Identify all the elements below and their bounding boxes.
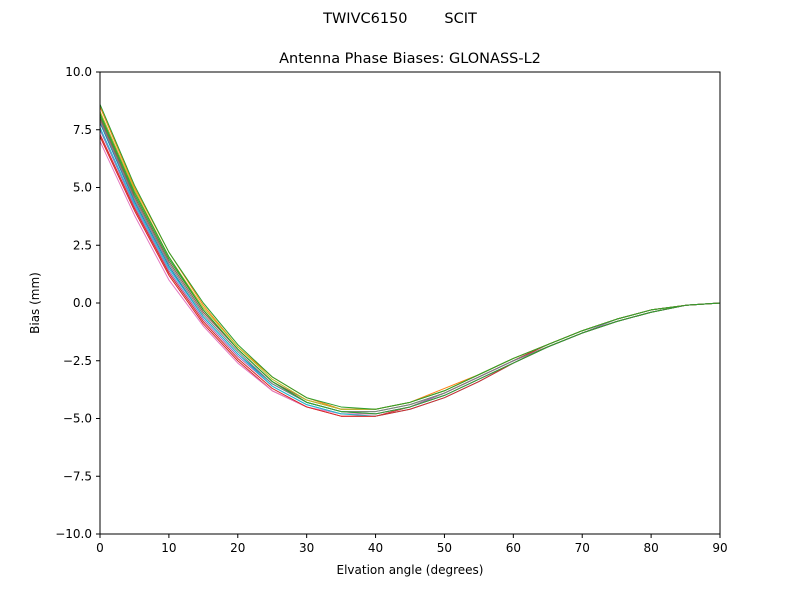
y-tick-label: 2.5 bbox=[73, 238, 92, 252]
y-tick-label: 5.0 bbox=[73, 181, 92, 195]
series-line-6 bbox=[99, 117, 721, 410]
figure-suptitle: TWIVC6150 SCIT bbox=[322, 11, 477, 27]
chart-title: Antenna Phase Biases: GLONASS-L2 bbox=[279, 51, 541, 67]
series-line-11 bbox=[99, 104, 721, 410]
x-axis-label: Elvation angle (degrees) bbox=[337, 563, 484, 577]
x-tick-label: 30 bbox=[299, 541, 314, 555]
y-axis-label: Bias (mm) bbox=[28, 272, 42, 334]
x-tick-label: 20 bbox=[230, 541, 245, 555]
y-axis: 10.0 7.5 5.0 2.5 0.0 −2.5 −5.0 −7.5 −10.0 bbox=[55, 65, 100, 541]
y-tick-label: −5.0 bbox=[63, 412, 92, 426]
series-line-3 bbox=[99, 115, 721, 413]
y-tick-label: −10.0 bbox=[55, 527, 92, 541]
y-tick-label: 0.0 bbox=[73, 296, 92, 310]
series-line-9 bbox=[99, 111, 721, 410]
y-tick-label: 7.5 bbox=[73, 123, 92, 137]
series-line-4 bbox=[99, 136, 721, 417]
x-tick-label: 50 bbox=[437, 541, 452, 555]
x-tick-label: 80 bbox=[643, 541, 658, 555]
series-line-10 bbox=[99, 127, 721, 417]
y-tick-label: 10.0 bbox=[65, 65, 92, 79]
series-line-2 bbox=[99, 106, 721, 410]
y-tick-label: −2.5 bbox=[63, 354, 92, 368]
x-tick-label: 10 bbox=[161, 541, 176, 555]
series-line-5 bbox=[99, 129, 721, 415]
x-tick-label: 60 bbox=[506, 541, 521, 555]
series-line-13 bbox=[99, 113, 721, 415]
series-line-8 bbox=[99, 120, 721, 413]
series-line-12 bbox=[99, 134, 721, 417]
x-tick-label: 90 bbox=[712, 541, 727, 555]
y-tick-label: −7.5 bbox=[63, 469, 92, 483]
x-tick-label: 70 bbox=[575, 541, 590, 555]
series-line-1 bbox=[99, 122, 721, 415]
x-tick-label: 0 bbox=[96, 541, 104, 555]
plot-series-group bbox=[99, 104, 721, 417]
series-line-7 bbox=[99, 141, 721, 415]
x-tick-label: 40 bbox=[368, 541, 383, 555]
x-axis: 0 10 20 30 40 50 60 70 80 90 bbox=[96, 534, 728, 555]
